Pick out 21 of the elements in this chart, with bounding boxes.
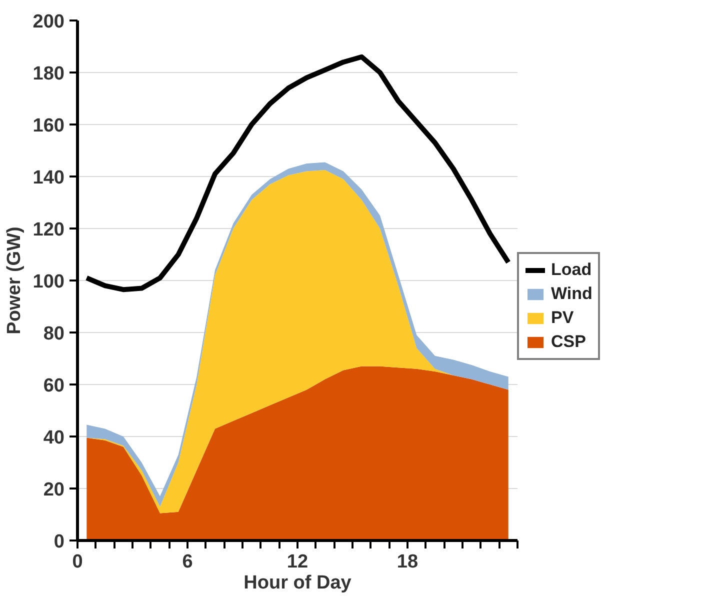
y-tick-label: 0	[54, 532, 65, 552]
y-tick-label: 100	[32, 272, 64, 292]
y-tick-label: 40	[43, 428, 65, 448]
legend-label: Load	[551, 260, 592, 280]
x-axis-title: Hour of Day	[244, 572, 352, 594]
y-tick-label: 140	[32, 168, 64, 188]
y-tick-label: 60	[43, 376, 65, 396]
legend-label: Wind	[551, 284, 592, 304]
x-tick-label: 18	[396, 552, 418, 572]
y-tick-label: 80	[43, 324, 65, 344]
legend-label: CSP	[551, 332, 586, 352]
x-tick-label: 0	[72, 552, 83, 572]
legend-label: PV	[551, 308, 574, 328]
y-tick-label: 20	[43, 480, 65, 500]
y-tick-label: 120	[32, 220, 64, 240]
y-tick-label: 160	[32, 116, 64, 136]
x-tick-label: 6	[182, 552, 193, 572]
y-tick-label: 200	[32, 12, 64, 32]
y-tick-label: 180	[32, 64, 64, 84]
x-tick-label: 12	[286, 552, 308, 572]
y-axis-title: Power (GW)	[4, 226, 25, 334]
